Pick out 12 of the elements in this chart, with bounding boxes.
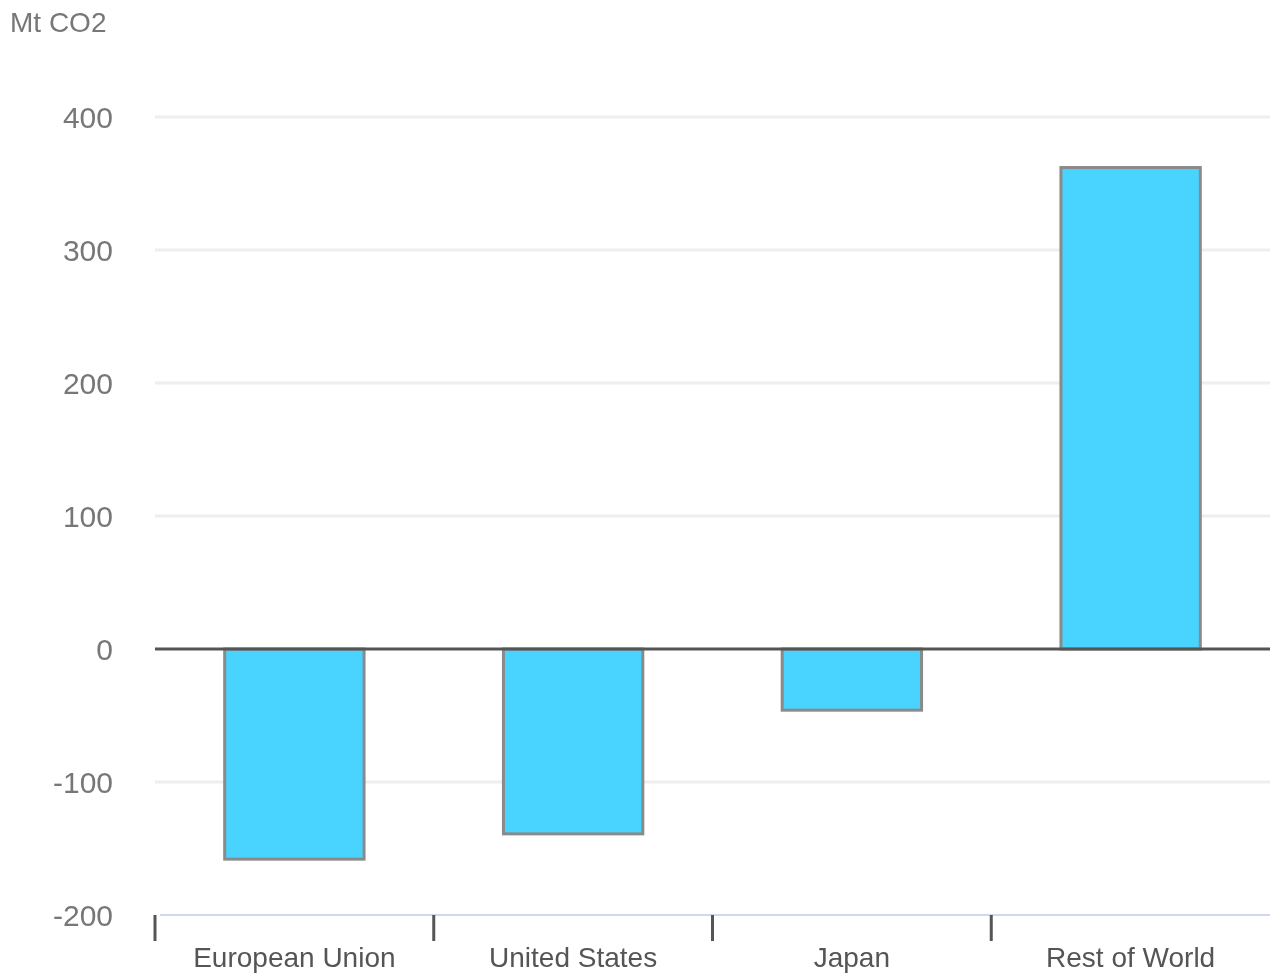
- x-tick-label: Rest of World: [1046, 942, 1216, 973]
- y-tick-label: 200: [62, 366, 113, 400]
- x-tick-label: European Union: [193, 942, 396, 973]
- x-tick-label: Japan: [813, 942, 891, 973]
- y-tick-label: -200: [52, 898, 113, 932]
- x-tick-label: United States: [489, 942, 658, 973]
- y-tick-label: 300: [62, 233, 113, 267]
- y-axis-title: Mt CO2: [10, 7, 107, 38]
- y-tick-label: 400: [62, 100, 113, 134]
- y-tick-label: 100: [62, 499, 113, 533]
- y-tick-label: 0: [96, 632, 113, 666]
- y-tick-label: -100: [52, 765, 113, 799]
